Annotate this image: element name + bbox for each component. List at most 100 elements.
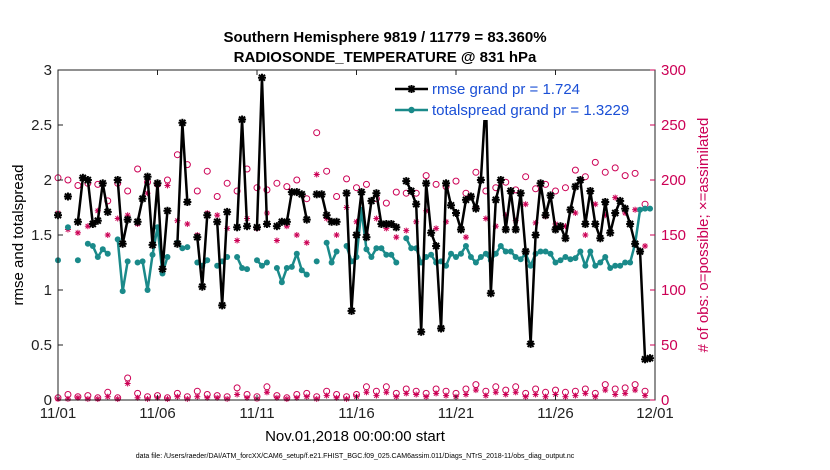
rmse-point: [163, 206, 172, 215]
totalspread-point: [139, 258, 146, 265]
obs-assimilated-marker: [164, 182, 171, 189]
obs-possible-marker: [522, 173, 530, 181]
x-tick-label: 11/21: [438, 405, 474, 422]
totalspread-point: [373, 245, 380, 252]
obs-possible-marker: [631, 169, 639, 177]
obs-possible-marker: [134, 165, 142, 173]
totalspread-point: [492, 250, 499, 257]
rmse-point: [586, 187, 595, 195]
totalspread-point: [273, 265, 280, 271]
obs-assimilated-marker: [393, 393, 400, 400]
totalspread-point: [244, 266, 251, 273]
totalspread-point: [542, 248, 549, 255]
obs-possible-marker: [333, 193, 341, 200]
obs-possible-marker: [571, 166, 579, 174]
totalspread-point: [477, 254, 484, 260]
right-y-tick-label: 200: [661, 172, 686, 189]
totalspread-point: [457, 250, 464, 257]
totalspread-point: [497, 243, 504, 249]
totalspread-point: [278, 279, 285, 286]
rmse-point: [63, 192, 72, 201]
obs-possible-marker: [323, 167, 331, 175]
obs-possible-marker: [64, 176, 72, 184]
totalspread-point: [443, 262, 450, 269]
totalspread-point: [333, 248, 340, 255]
obs-assimilated-marker: [363, 389, 370, 396]
rmse-point: [178, 118, 187, 127]
obs-assimilated-marker: [492, 389, 499, 396]
totalspread-point: [114, 236, 121, 243]
totalspread-point: [234, 254, 241, 260]
totalspread-point: [537, 248, 544, 255]
obs-assimilated-marker: [224, 395, 231, 402]
rmse-point: [427, 228, 436, 237]
rmse-point: [262, 220, 271, 228]
rmse-point: [342, 189, 351, 198]
rmse-point: [591, 220, 600, 228]
totalspread-point: [408, 245, 415, 252]
obs-possible-marker: [313, 129, 321, 137]
obs-assimilated-marker: [74, 229, 81, 236]
obs-assimilated-marker: [582, 390, 589, 397]
totalspread-point: [637, 206, 644, 213]
rmse-point: [636, 247, 645, 256]
rmse-point: [646, 354, 655, 363]
obs-assimilated-marker: [383, 389, 390, 396]
totalspread-point: [527, 262, 534, 269]
obs-possible-marker: [561, 184, 569, 192]
obs-possible-marker: [343, 175, 351, 183]
rmse-point: [466, 192, 475, 201]
y-tick-label: 2: [44, 172, 52, 189]
obs-possible-marker: [233, 187, 241, 195]
obs-assimilated-marker: [303, 393, 310, 400]
obs-assimilated-marker: [612, 391, 619, 398]
obs-possible-marker: [532, 185, 540, 193]
totalspread-point: [467, 254, 474, 260]
obs-possible-marker: [203, 167, 211, 175]
obs-possible-marker: [552, 187, 559, 195]
rmse-point: [581, 220, 590, 228]
obs-assimilated-marker: [104, 232, 111, 238]
rmse-point: [83, 176, 92, 184]
totalspread-point: [99, 246, 106, 253]
obs-assimilated-marker: [532, 391, 539, 398]
totalspread-point: [597, 259, 604, 266]
obs-assimilated-marker: [313, 171, 320, 178]
totalspread-point: [448, 250, 455, 257]
rmse-point: [118, 239, 127, 248]
obs-assimilated-marker: [94, 395, 101, 402]
totalspread-point: [587, 248, 594, 255]
x-tick-label: 11/01: [40, 405, 76, 422]
obs-assimilated-marker: [632, 387, 639, 394]
totalspread-point: [612, 262, 619, 269]
totalspread-point: [592, 262, 599, 269]
totalspread-point: [607, 265, 614, 271]
rmse-point: [616, 196, 625, 205]
totalspread-point: [204, 257, 211, 264]
obs-assimilated-marker: [512, 389, 519, 396]
rmse-point: [422, 179, 431, 188]
totalspread-point: [388, 251, 395, 258]
rmse-point: [402, 177, 411, 186]
obs-assimilated-marker: [263, 389, 270, 396]
rmse-point: [491, 195, 500, 204]
totalspread-point: [179, 245, 186, 252]
legend-spread-label: totalspread grand pr = 1.3229: [432, 102, 629, 119]
obs-assimilated-marker: [592, 393, 599, 400]
rmse-point: [317, 190, 326, 199]
rmse-point: [601, 198, 610, 206]
totalspread-point: [303, 271, 310, 278]
rmse-point: [243, 222, 252, 231]
totalspread-point: [602, 254, 609, 260]
obs-possible-marker: [601, 168, 609, 176]
totalspread-point: [577, 248, 584, 255]
obs-possible-marker: [124, 187, 132, 195]
y-tick-label: 0: [44, 392, 52, 409]
totalspread-point: [642, 205, 649, 212]
obs-assimilated-marker: [642, 392, 649, 399]
totalspread-point: [562, 254, 569, 260]
totalspread-point: [567, 256, 574, 263]
rmse-point: [73, 217, 82, 226]
totalspread-point: [622, 259, 629, 266]
obs-assimilated-marker: [303, 239, 310, 246]
